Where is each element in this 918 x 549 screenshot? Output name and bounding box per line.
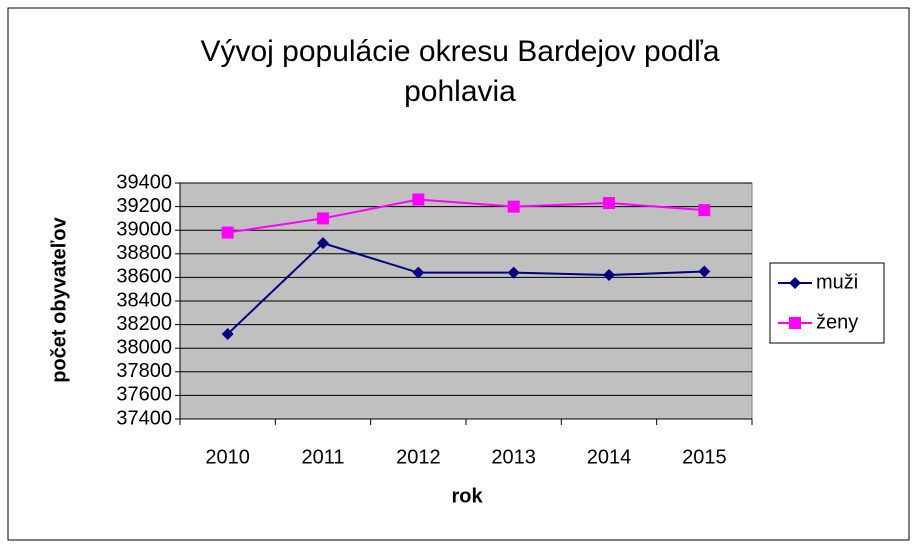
marker — [698, 204, 711, 217]
x-tick-label: 2011 — [301, 446, 344, 468]
legend-marker — [789, 317, 801, 329]
legend-label: muži — [816, 271, 858, 293]
marker — [221, 328, 234, 341]
x-tick-label: 2012 — [396, 446, 441, 468]
series-line — [226, 242, 705, 335]
marker — [317, 212, 329, 225]
y-tick-label: 39400 — [116, 171, 172, 193]
marker — [221, 226, 234, 239]
x-tick-label: 2010 — [205, 446, 250, 468]
y-tick-label: 38400 — [116, 289, 172, 311]
y-tick-label: 38800 — [116, 242, 172, 264]
x-tick-label: 2015 — [682, 446, 727, 468]
marker — [507, 200, 520, 213]
chart-title: Vývoj populácie okresu Bardejov podľa po… — [200, 35, 720, 108]
marker — [603, 269, 615, 282]
marker — [603, 197, 615, 210]
y-tick-label: 37400 — [116, 407, 172, 429]
legend-marker — [789, 277, 801, 289]
x-axis-label: rok — [451, 485, 483, 507]
y-tick-label: 37600 — [116, 384, 172, 406]
y-tick-label: 38200 — [116, 313, 172, 335]
marker — [507, 266, 520, 279]
y-tick-label: 38000 — [116, 336, 172, 358]
legend-label: ženy — [816, 311, 858, 333]
y-tick-label: 39200 — [116, 195, 172, 217]
x-tick-label: 2013 — [491, 446, 536, 468]
legend-box — [769, 262, 885, 344]
series-line — [227, 198, 705, 234]
y-tick-label: 38600 — [116, 266, 172, 288]
marker — [412, 266, 425, 279]
y-tick-label: 39000 — [116, 218, 172, 240]
marker — [698, 265, 711, 278]
y-tick-label: 37800 — [116, 360, 172, 382]
y-axis-label: počet obyvateľov — [48, 216, 70, 382]
x-tick-label: 2014 — [587, 446, 632, 468]
marker — [412, 193, 425, 206]
marker — [317, 237, 329, 250]
